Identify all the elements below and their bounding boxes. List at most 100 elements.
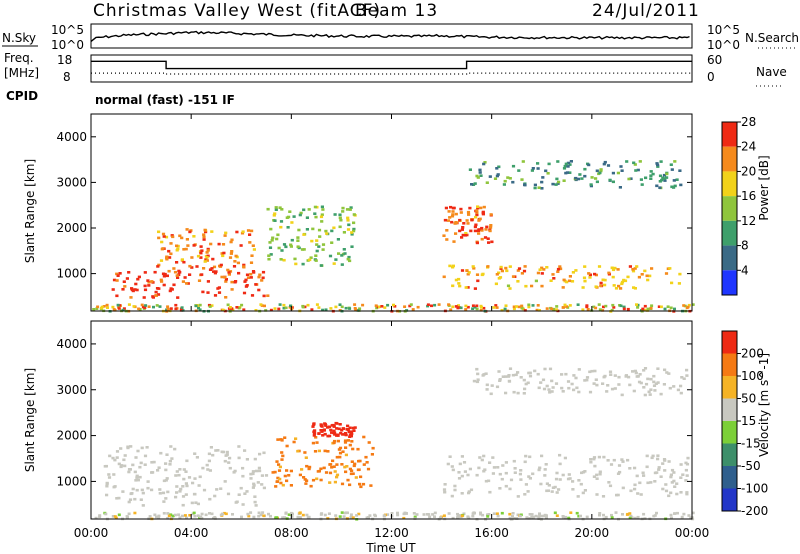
vel-marks-cell [166, 517, 170, 520]
power-marks-cell [494, 282, 498, 286]
vel-marks-cell [508, 367, 513, 370]
power-marks-cell [587, 163, 591, 167]
power-marks-cell [512, 305, 516, 309]
vel-marks-cell [516, 391, 520, 395]
vel-marks-cell [570, 382, 574, 386]
vel-marks-cell [540, 454, 544, 458]
vel-marks-cell [198, 475, 202, 479]
vel-marks-cell [685, 491, 689, 494]
power-marks-cell [554, 183, 558, 186]
power-marks-cell [578, 173, 582, 176]
vel-marks-cell [340, 428, 344, 432]
power-marks-cell [448, 264, 452, 268]
vel-marks-cell [628, 383, 632, 387]
vel-marks-cell [128, 468, 132, 471]
power-marks-cell [266, 207, 270, 211]
vel-marks-cell [593, 369, 597, 373]
power-marks-cell [174, 303, 178, 307]
power-marks-cell [320, 205, 324, 209]
power-marks-cell [608, 178, 612, 182]
vel-marks-cell [519, 478, 523, 481]
vel-marks-cell [669, 473, 673, 477]
vel-marks-cell [467, 516, 471, 520]
vel-marks-cell [650, 456, 654, 460]
vel-marks-cell [251, 470, 255, 473]
power-marks-cell [115, 279, 119, 282]
power-marks-cell [274, 208, 278, 211]
power-cbar-tick-6: 28 [741, 115, 756, 129]
power-marks-cell [296, 239, 300, 242]
velocity-ytick-1: 2000 [56, 429, 87, 443]
power-marks-cell [458, 229, 462, 233]
power-marks-cell [224, 296, 228, 299]
power-marks-cell [213, 294, 218, 297]
beam-title: Beam 13 [355, 1, 438, 21]
vel-marks-cell [545, 489, 549, 493]
vel-marks-cell [340, 482, 345, 486]
vel-marks-cell [518, 514, 522, 518]
vel-marks-cell [458, 462, 462, 466]
power-marks-cell [563, 164, 567, 168]
nsky-series-line [90, 30, 690, 42]
power-marks-cell [289, 245, 293, 248]
power-marks-cell [670, 185, 674, 189]
vel-marks-cell [241, 474, 245, 478]
vel-marks-cell [538, 466, 542, 470]
power-marks-cell [353, 303, 357, 306]
power-marks-cell [568, 163, 572, 166]
vel-marks-cell [642, 474, 646, 477]
vel-marks-cell [669, 491, 673, 495]
vel-marks-cell [684, 461, 688, 465]
power-marks-cell [598, 308, 602, 311]
power-marks-cell [112, 278, 117, 282]
power-marks-cell [466, 210, 471, 214]
vel-marks-cell [482, 469, 486, 473]
power-marks-cell [226, 303, 230, 307]
power-marks-cell [533, 183, 537, 187]
power-marks-cell [556, 160, 560, 163]
vel-marks-cell [199, 515, 203, 519]
power-marks-cell [142, 296, 146, 299]
vel-marks-cell [662, 383, 666, 386]
vel-marks-cell [655, 511, 658, 515]
power-marks-cell [661, 176, 665, 180]
power-marks-cell [461, 226, 465, 229]
vel-marks-cell [639, 493, 643, 496]
power-marks-cell [555, 177, 559, 181]
vel-marks-cell [323, 449, 327, 453]
power-marks-cell [165, 274, 169, 278]
power-marks-cell [499, 265, 503, 269]
power-marks-cell [325, 232, 329, 235]
power-marks-cell [324, 229, 328, 233]
power-marks-cell [337, 252, 341, 255]
power-marks-cell [527, 305, 531, 309]
power-marks-cell [330, 241, 334, 244]
power-marks-cell [162, 283, 166, 287]
vel-marks-cell [589, 458, 593, 461]
vel-marks-cell [213, 494, 217, 498]
vel-marks-cell [146, 480, 150, 483]
vel-marks-cell [485, 383, 489, 387]
vel-marks-cell [159, 451, 163, 455]
vel-marks-cell [487, 479, 491, 483]
vel-marks-cell [471, 514, 475, 518]
power-marks-cell [517, 169, 521, 172]
vel-marks-cell [624, 374, 628, 377]
vel-marks-cell [576, 495, 580, 498]
power-marks-cell [159, 278, 163, 282]
power-marks-cell [168, 256, 172, 259]
vel-marks-cell [256, 481, 260, 484]
power-marks-cell [673, 307, 676, 311]
vel-marks-cell [200, 512, 204, 516]
power-marks-cell [508, 287, 512, 290]
power-marks-cell [540, 284, 544, 288]
vel-marks-cell [155, 515, 158, 519]
power-marks-cell [268, 246, 273, 249]
power-marks-cell [675, 178, 679, 181]
vel-marks-cell [679, 463, 683, 466]
power-marks-cell [523, 265, 527, 268]
vel-marks-cell [184, 482, 188, 485]
vel-marks-cell [642, 369, 646, 372]
vel-marks-cell [334, 421, 338, 425]
vel-marks-cell [165, 477, 169, 480]
